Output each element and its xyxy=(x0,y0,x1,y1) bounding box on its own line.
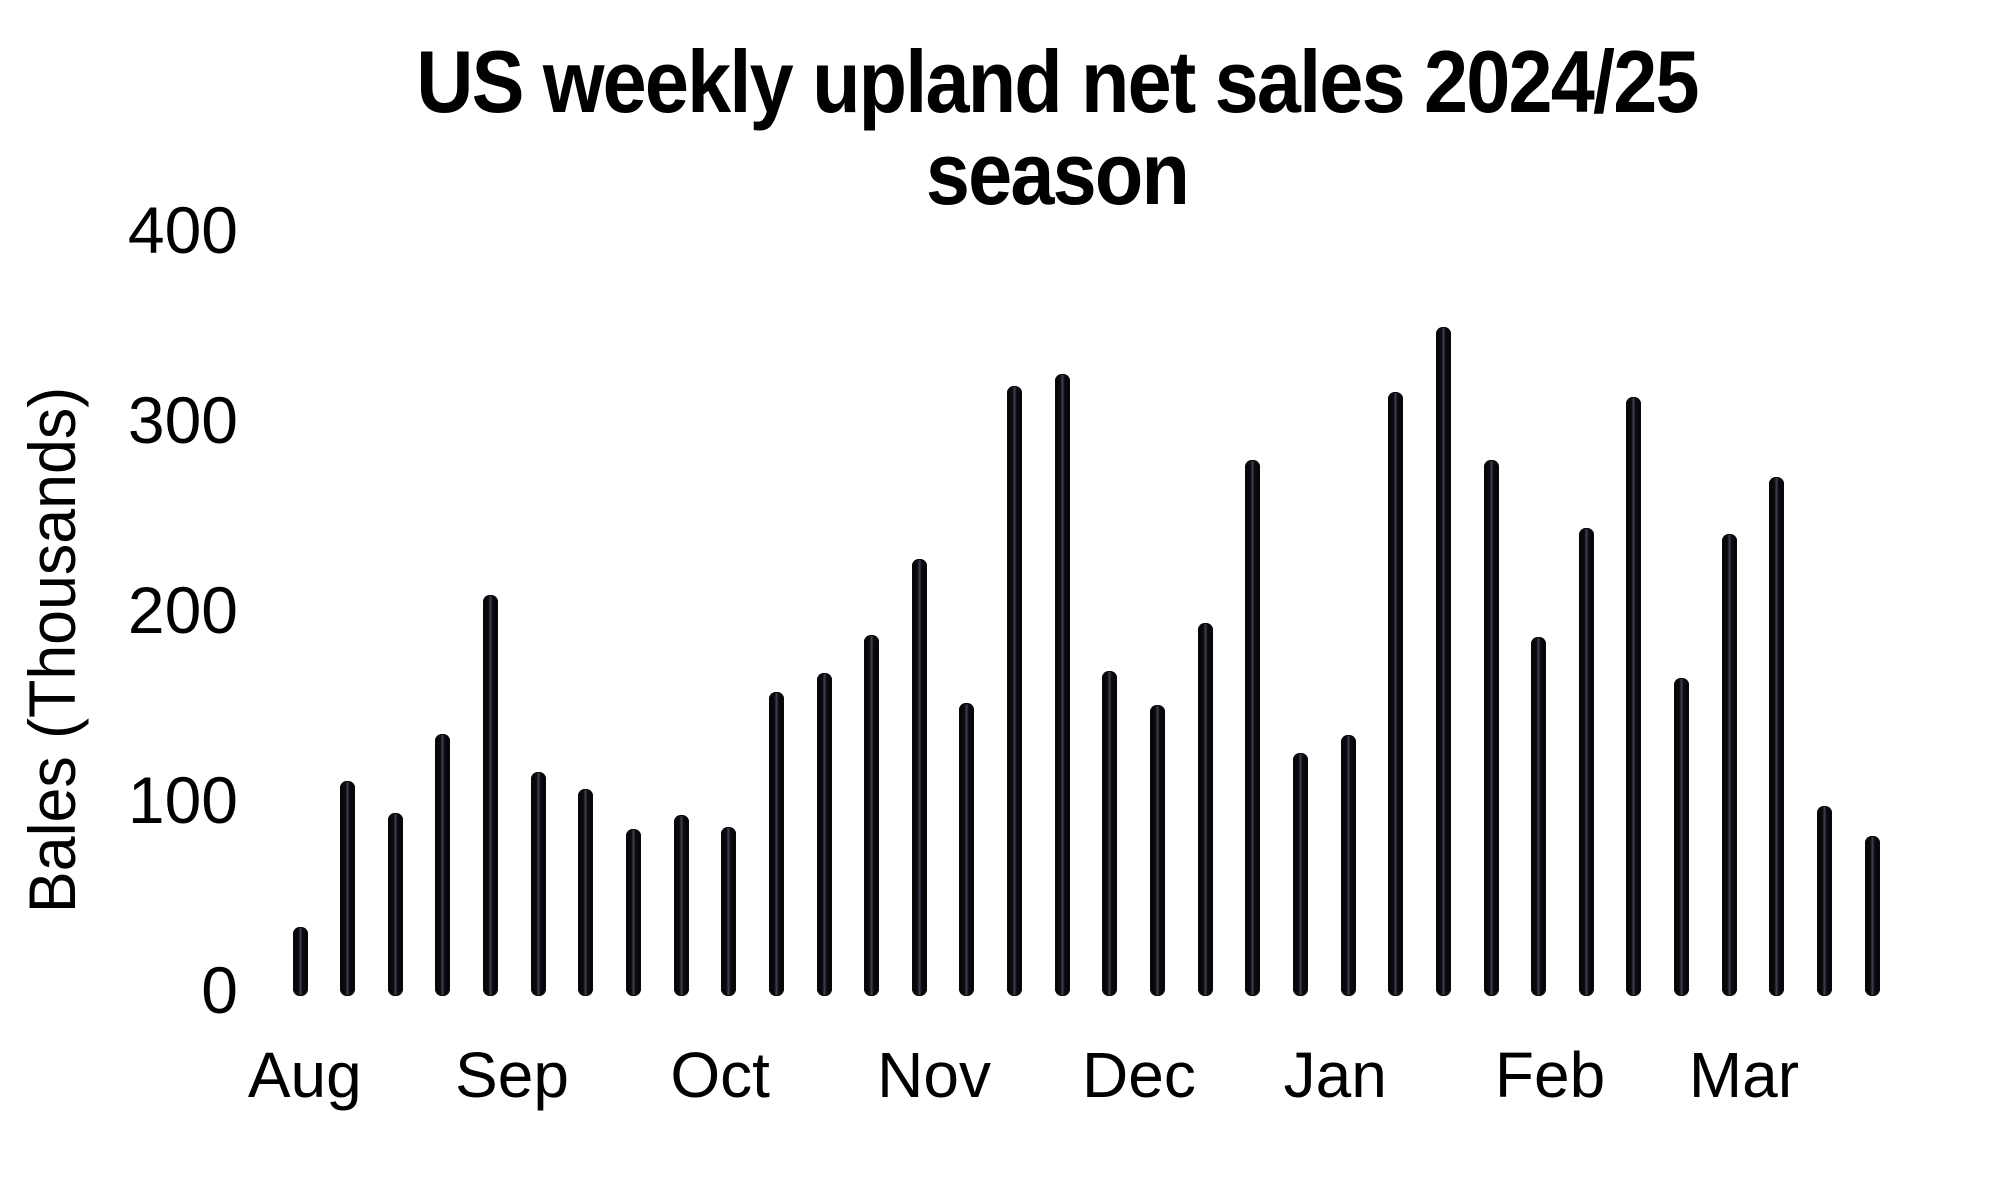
bar-week-24 xyxy=(1388,391,1404,996)
bar-week-31 xyxy=(1721,534,1737,996)
bar-week-15 xyxy=(959,703,975,996)
bar-week-27 xyxy=(1531,636,1547,996)
x-tick-label-feb: Feb xyxy=(1494,1039,1606,1111)
bar-week-18 xyxy=(1102,670,1118,996)
y-tick-label: 300 xyxy=(127,383,238,457)
chart-title-line2: season xyxy=(925,124,1190,224)
bar-week-11 xyxy=(768,691,784,996)
x-tick-label-mar: Mar xyxy=(1688,1039,1800,1111)
bar-week-34 xyxy=(1864,836,1880,996)
bar-week-19 xyxy=(1150,705,1166,996)
bar-week-10 xyxy=(721,826,737,996)
bar-week-33 xyxy=(1816,805,1832,996)
bar-week-8 xyxy=(625,828,641,996)
bar-week-28 xyxy=(1578,528,1594,996)
chart-title: US weekly upland net sales 2024/25 seaso… xyxy=(416,32,1699,224)
bar-week-2 xyxy=(340,781,356,996)
bar-week-7 xyxy=(578,788,594,996)
y-tick-label: 400 xyxy=(127,193,238,267)
bar-week-29 xyxy=(1626,397,1642,996)
x-tick-label-dec: Dec xyxy=(1082,1039,1196,1111)
bar-week-9 xyxy=(673,815,689,996)
bar-week-13 xyxy=(864,634,880,996)
x-tick-label-jan: Jan xyxy=(1283,1039,1387,1111)
bar-week-6 xyxy=(530,771,546,996)
bar-week-14 xyxy=(911,558,927,996)
bar-week-16 xyxy=(1007,385,1023,996)
bar-week-30 xyxy=(1674,678,1690,996)
x-tick-label-nov: Nov xyxy=(877,1039,991,1111)
bar-week-3 xyxy=(387,813,403,996)
bar-week-1 xyxy=(292,927,308,996)
y-tick-label: 100 xyxy=(127,763,238,837)
chart-title-line1: US weekly upland net sales 2024/25 xyxy=(416,32,1699,131)
y-tick-label: 200 xyxy=(127,573,238,647)
x-tick-label-aug: Aug xyxy=(247,1039,362,1111)
x-tick-label-sep: Sep xyxy=(455,1039,569,1111)
bar-week-5 xyxy=(483,594,499,996)
y-axis-title: Bales (Thousands) xyxy=(15,386,89,914)
bar-week-20 xyxy=(1197,623,1213,996)
bar-week-25 xyxy=(1435,326,1451,996)
x-tick-label-oct: Oct xyxy=(670,1039,770,1111)
bar-week-4 xyxy=(435,733,451,996)
y-tick-label: 0 xyxy=(201,953,238,1027)
bar-week-22 xyxy=(1292,752,1308,996)
bar-week-26 xyxy=(1483,459,1499,996)
bar-week-23 xyxy=(1340,735,1356,996)
bar-week-12 xyxy=(816,672,832,996)
bar-week-17 xyxy=(1054,374,1070,996)
bar-week-32 xyxy=(1769,477,1785,996)
bar-week-21 xyxy=(1245,459,1261,996)
